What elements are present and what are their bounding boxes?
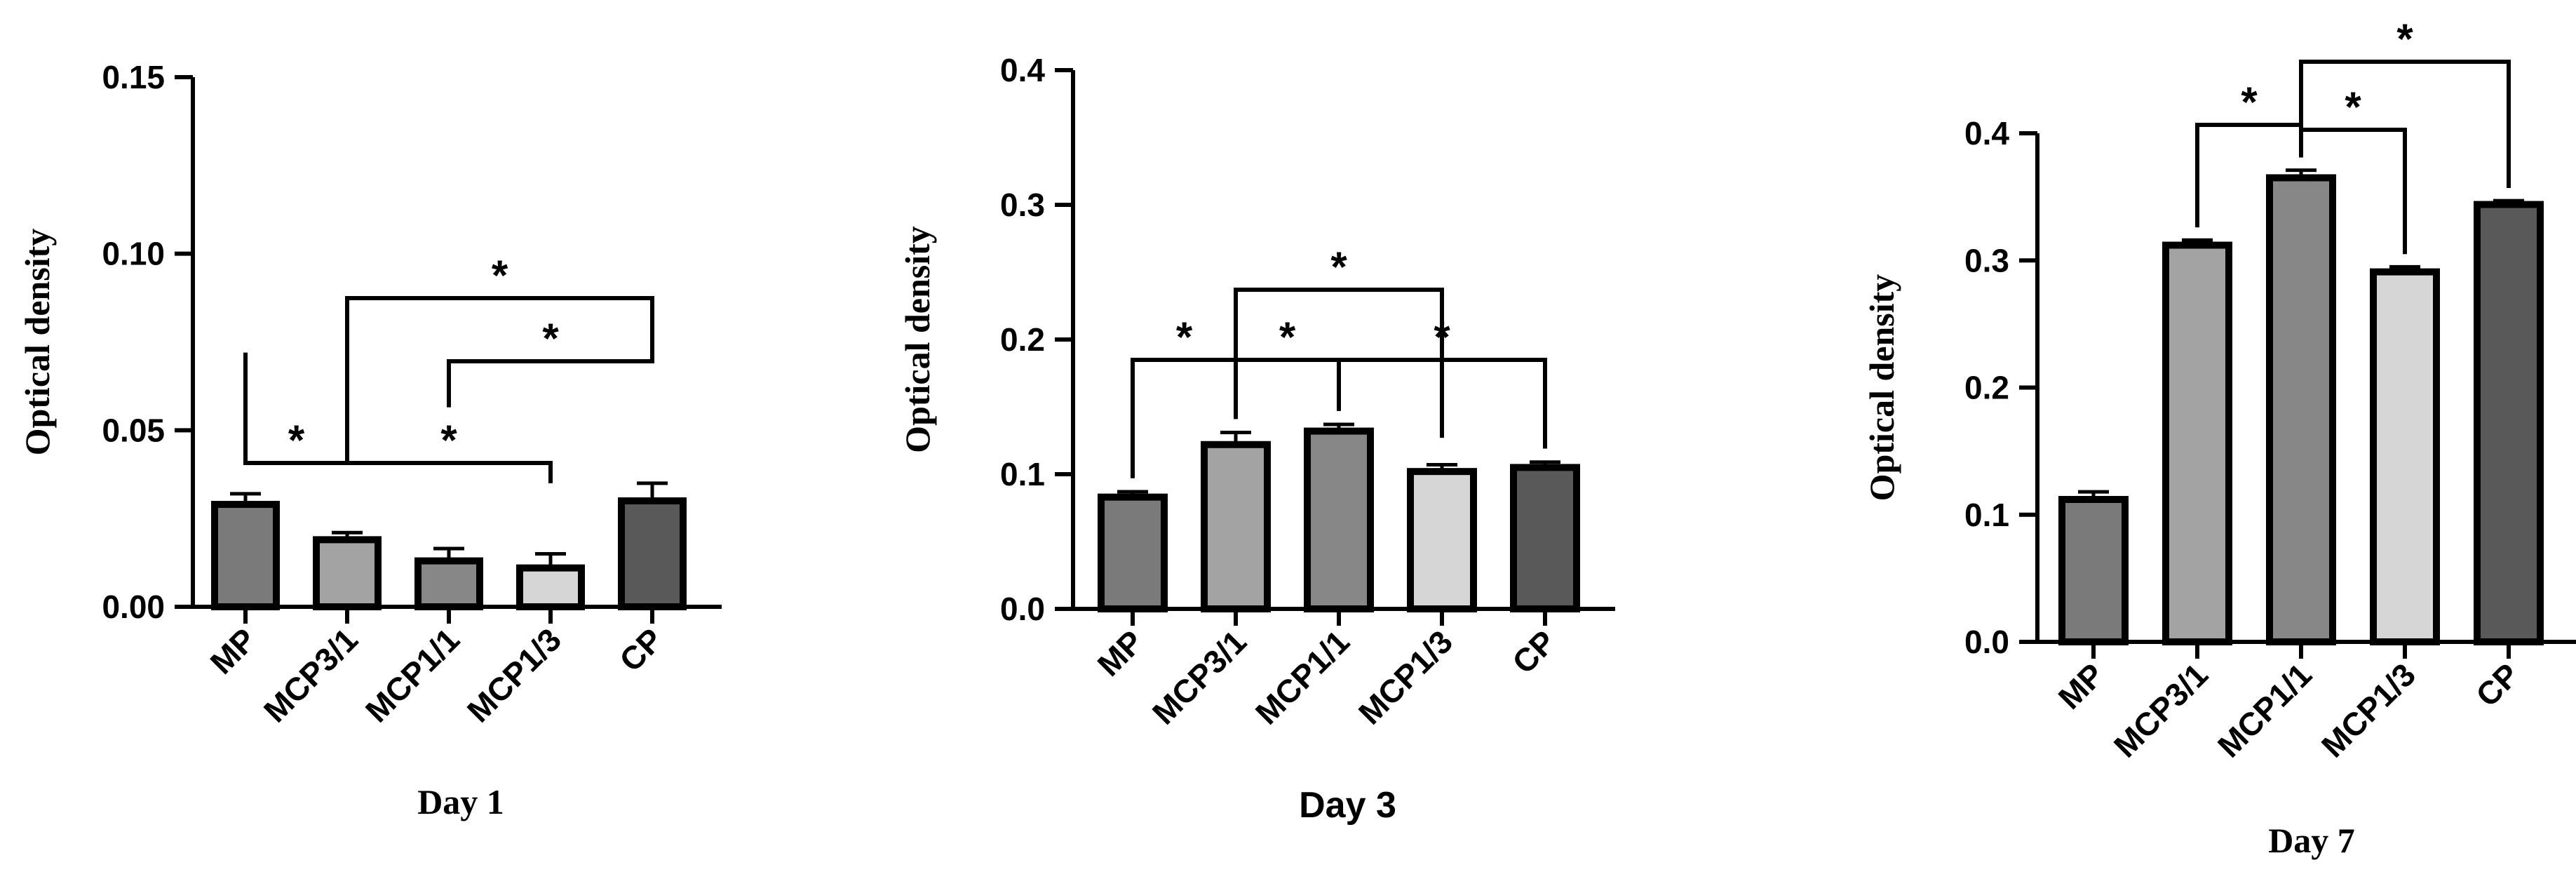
y-tick-label: 0.3	[1000, 187, 1045, 223]
bar-cp	[2474, 201, 2544, 645]
y-tick-label: 0.00	[102, 589, 165, 625]
x-tick-label: MP	[2051, 656, 2112, 716]
y-tick-label: 0.2	[1964, 370, 2009, 406]
y-axis-label: Optical density	[1862, 274, 1901, 502]
significance-star: *	[2241, 79, 2258, 126]
bar-mp	[2058, 496, 2129, 645]
x-tick-label: CP	[2469, 656, 2526, 713]
bar-mcp3-1	[1201, 441, 1271, 613]
bar-mcp1-1	[2266, 174, 2336, 645]
significance-star: *	[1279, 314, 1296, 361]
bar-mcp1-1	[414, 557, 483, 610]
bar-mcp1-3	[2370, 268, 2440, 645]
y-tick-label: 0.4	[1964, 115, 2009, 152]
significance-bracket	[2299, 60, 2511, 188]
x-tick-label: CP	[1505, 623, 1563, 680]
significance-star: *	[542, 315, 559, 362]
y-tick-label: 0.15	[102, 59, 165, 95]
x-axis-label: Day 1	[417, 782, 504, 821]
bar-mp	[1098, 493, 1168, 613]
y-tick-label: 0.4	[1000, 52, 1045, 88]
y-tick-label: 0.1	[1964, 497, 2009, 533]
significance-bracket	[1234, 358, 1341, 419]
y-tick-label: 0.0	[1000, 591, 1045, 627]
x-tick-label: MCP1/1	[358, 621, 466, 729]
x-tick-label: MCP1/3	[1351, 623, 1459, 731]
y-tick-label: 0.05	[102, 412, 165, 448]
bar-mp	[211, 501, 280, 610]
bar-mcp1-1	[1304, 427, 1374, 612]
significance-star: *	[288, 417, 305, 464]
y-tick-label: 0.10	[102, 236, 165, 272]
significance-star: *	[2345, 83, 2361, 130]
y-tick-label: 0.0	[1964, 624, 2009, 660]
y-axis-label: Optical density	[18, 229, 57, 456]
significance-bracket	[447, 342, 654, 408]
x-tick-label: MCP1/3	[2314, 656, 2422, 764]
significance-star: *	[2396, 15, 2413, 62]
significance-star: *	[440, 417, 457, 464]
x-tick-label: CP	[612, 621, 670, 678]
y-tick-label: 0.1	[1000, 456, 1045, 492]
significance-star: *	[1176, 314, 1193, 361]
bar-mcp1-3	[516, 564, 585, 611]
x-tick-label: MP	[1091, 623, 1151, 683]
y-tick-label: 0.3	[1964, 242, 2009, 278]
x-tick-label: MCP1/3	[460, 621, 568, 729]
x-tick-label: MCP3/1	[257, 621, 365, 729]
bar-mcp1-3	[1407, 468, 1477, 612]
y-tick-label: 0.2	[1000, 321, 1045, 358]
bar-cp	[1510, 464, 1580, 613]
x-axis-label: Day 3	[1299, 785, 1396, 826]
bar-mcp3-1	[313, 536, 382, 610]
significance-bracket	[345, 296, 654, 391]
significance-bracket	[1234, 288, 1444, 438]
bar-cp	[618, 497, 687, 610]
significance-star: *	[1330, 243, 1347, 290]
x-tick-label: MP	[203, 621, 264, 681]
bar-mcp3-1	[2162, 241, 2232, 645]
x-tick-label: MCP3/1	[2107, 656, 2215, 764]
x-tick-label: MCP1/1	[1248, 623, 1356, 731]
significance-star: *	[492, 252, 508, 299]
y-axis-label: Optical density	[898, 226, 937, 453]
x-tick-label: MCP1/1	[2211, 656, 2319, 764]
x-tick-label: MCP3/1	[1145, 623, 1253, 731]
significance-bracket	[345, 461, 553, 483]
significance-bracket	[243, 352, 349, 465]
x-axis-label: Day 7	[2268, 821, 2355, 860]
